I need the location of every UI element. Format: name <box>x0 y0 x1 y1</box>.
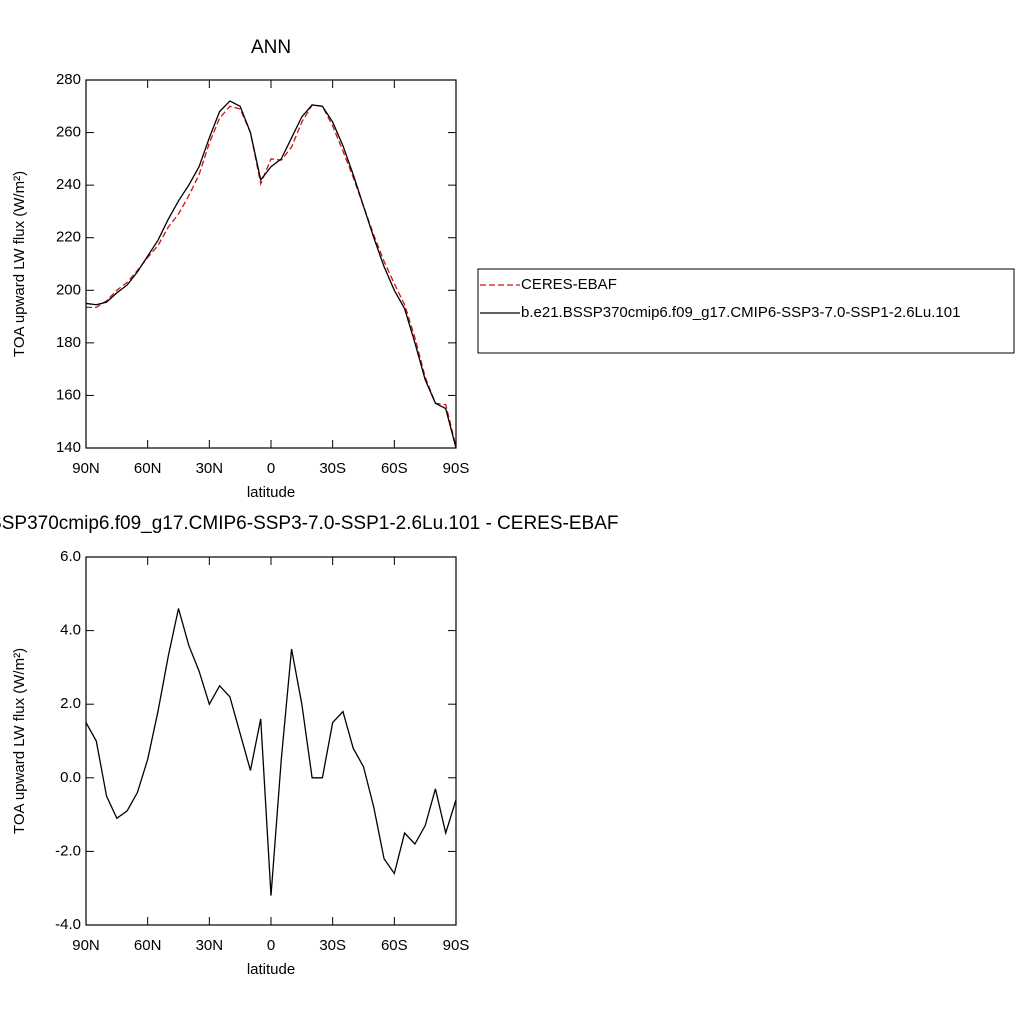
data-line <box>85 608 457 896</box>
y-tick-label: 220 <box>56 229 81 246</box>
y-tick-label: 280 <box>56 71 81 88</box>
x-axis-label: latitude <box>247 484 295 501</box>
legend-label: b.e21.BSSP370cmip6.f09_g17.CMIP6-SSP3-7.… <box>521 304 960 321</box>
y-axis-label: TOA upward LW flux (W/m²) <box>11 171 28 357</box>
y-tick-label: -4.0 <box>55 916 81 933</box>
x-axis-label: latitude <box>247 961 295 978</box>
plot-frame <box>85 79 457 449</box>
x-tick-label: 60S <box>381 937 408 954</box>
y-tick-label: 240 <box>56 176 81 193</box>
y-tick-label: 6.0 <box>60 548 81 565</box>
x-tick-label: 30N <box>196 937 224 954</box>
x-tick-label: 30N <box>196 460 224 477</box>
x-tick-label: 90N <box>72 937 100 954</box>
plot-frame <box>85 556 457 926</box>
y-tick-label: -2.0 <box>55 842 81 859</box>
x-tick-label: 30S <box>319 460 346 477</box>
legend-label: CERES-EBAF <box>521 276 617 293</box>
x-tick-label: 60N <box>134 460 162 477</box>
y-tick-label: 180 <box>56 334 81 351</box>
y-axis-label: TOA upward LW flux (W/m²) <box>11 648 28 834</box>
y-tick-label: 160 <box>56 386 81 403</box>
data-line <box>86 104 457 447</box>
y-tick-label: 140 <box>56 439 81 456</box>
legend-box <box>477 268 1015 354</box>
x-tick-label: 0 <box>267 937 275 954</box>
data-line <box>85 100 457 449</box>
x-tick-label: 90S <box>443 460 470 477</box>
legend: CERES-EBAF b.e21.BSSP370cmip6.f09_g17.CMI… <box>477 268 1015 354</box>
y-tick-label: 0.0 <box>60 769 81 786</box>
x-tick-label: 60S <box>381 460 408 477</box>
y-tick-label: 2.0 <box>60 695 81 712</box>
y-tick-label: 4.0 <box>60 622 81 639</box>
chart-title: b.e21.BSSP370cmip6.f09_g17.CMIP6-SSP3-7.… <box>0 513 618 534</box>
x-tick-label: 90S <box>443 937 470 954</box>
y-tick-label: 200 <box>56 281 81 298</box>
x-tick-label: 30S <box>319 937 346 954</box>
chart-title: ANN <box>251 37 291 58</box>
x-tick-label: 60N <box>134 937 162 954</box>
y-tick-label: 260 <box>56 124 81 141</box>
x-tick-label: 0 <box>267 460 275 477</box>
x-tick-label: 90N <box>72 460 100 477</box>
